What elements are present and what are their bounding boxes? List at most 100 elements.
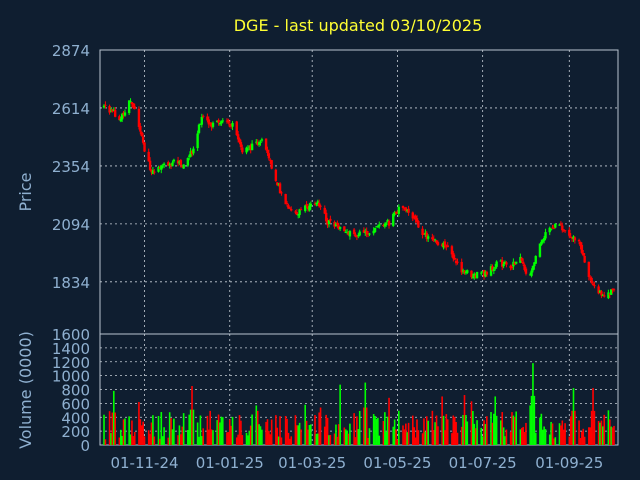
volume-bar bbox=[358, 410, 361, 445]
candle-body bbox=[421, 228, 424, 235]
volume-bar bbox=[118, 437, 121, 445]
candle-body bbox=[329, 218, 332, 221]
volume-bar bbox=[228, 419, 231, 445]
candle-body bbox=[179, 160, 183, 165]
volume-bar bbox=[582, 428, 585, 445]
volume-bar bbox=[209, 410, 211, 445]
candle-body bbox=[231, 122, 234, 127]
volume-bar bbox=[198, 436, 200, 445]
candle-body bbox=[396, 212, 399, 214]
candle-body bbox=[238, 138, 241, 143]
candle-body bbox=[206, 116, 209, 121]
candle-body bbox=[319, 205, 322, 207]
candle-body bbox=[397, 206, 401, 214]
volume-bar bbox=[539, 417, 541, 445]
candle-body bbox=[544, 232, 547, 239]
volume-bar bbox=[530, 395, 533, 445]
candle-body bbox=[375, 226, 378, 228]
volume-bar bbox=[500, 420, 502, 445]
volume-bar bbox=[603, 414, 606, 445]
candle-body bbox=[473, 273, 476, 278]
volume-bar bbox=[525, 422, 527, 445]
volume-bar bbox=[372, 414, 375, 445]
volume-bar bbox=[455, 422, 457, 445]
volume-bar bbox=[501, 412, 504, 445]
volume-bar bbox=[493, 413, 495, 445]
candle-body bbox=[591, 283, 595, 286]
volume-bar bbox=[235, 437, 238, 445]
price-axis-label: Price bbox=[16, 172, 35, 211]
volume-bar bbox=[319, 407, 322, 445]
volume-tick-label: 1000 bbox=[52, 368, 90, 386]
volume-bar bbox=[104, 439, 107, 445]
volume-bar bbox=[192, 409, 195, 445]
price-plot-area bbox=[99, 49, 619, 335]
volume-bar bbox=[255, 405, 258, 445]
candle-body bbox=[241, 147, 244, 153]
volume-bar bbox=[421, 433, 424, 445]
candle-body bbox=[558, 224, 561, 226]
volume-bar bbox=[425, 416, 428, 445]
candle-body bbox=[583, 255, 586, 263]
volume-bar bbox=[219, 422, 221, 445]
candle-body bbox=[200, 116, 204, 125]
volume-bar bbox=[476, 420, 478, 445]
candle-body bbox=[435, 240, 438, 244]
volume-bar bbox=[326, 417, 329, 445]
candle-body bbox=[278, 183, 282, 194]
volume-bar bbox=[187, 429, 189, 445]
candle-body bbox=[612, 289, 616, 291]
candle-body bbox=[158, 167, 162, 169]
volume-bar bbox=[152, 415, 154, 445]
candle-body bbox=[513, 262, 516, 265]
volume-bar bbox=[427, 420, 429, 445]
candle-body bbox=[228, 123, 231, 127]
volume-bar bbox=[220, 416, 223, 445]
candle-body bbox=[481, 271, 484, 273]
volume-bar bbox=[484, 424, 487, 445]
candle-body bbox=[284, 194, 287, 205]
volume-bar bbox=[240, 420, 242, 445]
volume-bar bbox=[307, 429, 309, 445]
volume-bar bbox=[248, 430, 251, 445]
candle-body bbox=[499, 260, 503, 262]
candle-body bbox=[611, 288, 614, 291]
x-ticks: 01-11-24 01-01-25 01-03-25 01-05-25 01-07-25… bbox=[110, 454, 603, 472]
candle-body bbox=[109, 110, 113, 112]
volume-bar bbox=[129, 434, 132, 445]
candle-body bbox=[182, 164, 185, 169]
candle-body bbox=[554, 223, 557, 228]
candle-body bbox=[162, 163, 166, 166]
volume-bar bbox=[374, 416, 376, 445]
volume-bar bbox=[434, 422, 436, 445]
volume-bar bbox=[589, 427, 592, 445]
volume-bar bbox=[472, 411, 474, 445]
candle-body bbox=[453, 257, 456, 260]
volume-bar bbox=[275, 415, 277, 445]
volume-bar bbox=[131, 420, 133, 445]
volume-bar bbox=[445, 414, 448, 445]
x-tick-label: 01-09-25 bbox=[535, 454, 603, 472]
candle-body bbox=[534, 255, 537, 264]
volume-bar bbox=[284, 415, 287, 445]
volume-bar bbox=[261, 429, 263, 445]
chart-title: DGE - last updated 03/10/2025 bbox=[234, 16, 483, 35]
volume-bar bbox=[558, 423, 561, 445]
volume-bar bbox=[382, 420, 385, 445]
candle-body bbox=[510, 267, 514, 269]
volume-bar bbox=[337, 424, 340, 445]
candle-body bbox=[317, 202, 321, 207]
volume-bar bbox=[199, 415, 202, 445]
volume-bar bbox=[405, 423, 407, 445]
volume-bar bbox=[206, 415, 209, 445]
candle-body bbox=[326, 219, 329, 226]
volume-bar bbox=[114, 412, 116, 445]
candle-body bbox=[608, 293, 612, 295]
candle-body bbox=[181, 166, 184, 168]
volume-bar bbox=[356, 416, 358, 445]
volume-bar bbox=[442, 415, 445, 445]
candle-body bbox=[461, 270, 465, 272]
volume-bar bbox=[414, 437, 417, 445]
volume-bar bbox=[289, 438, 291, 445]
